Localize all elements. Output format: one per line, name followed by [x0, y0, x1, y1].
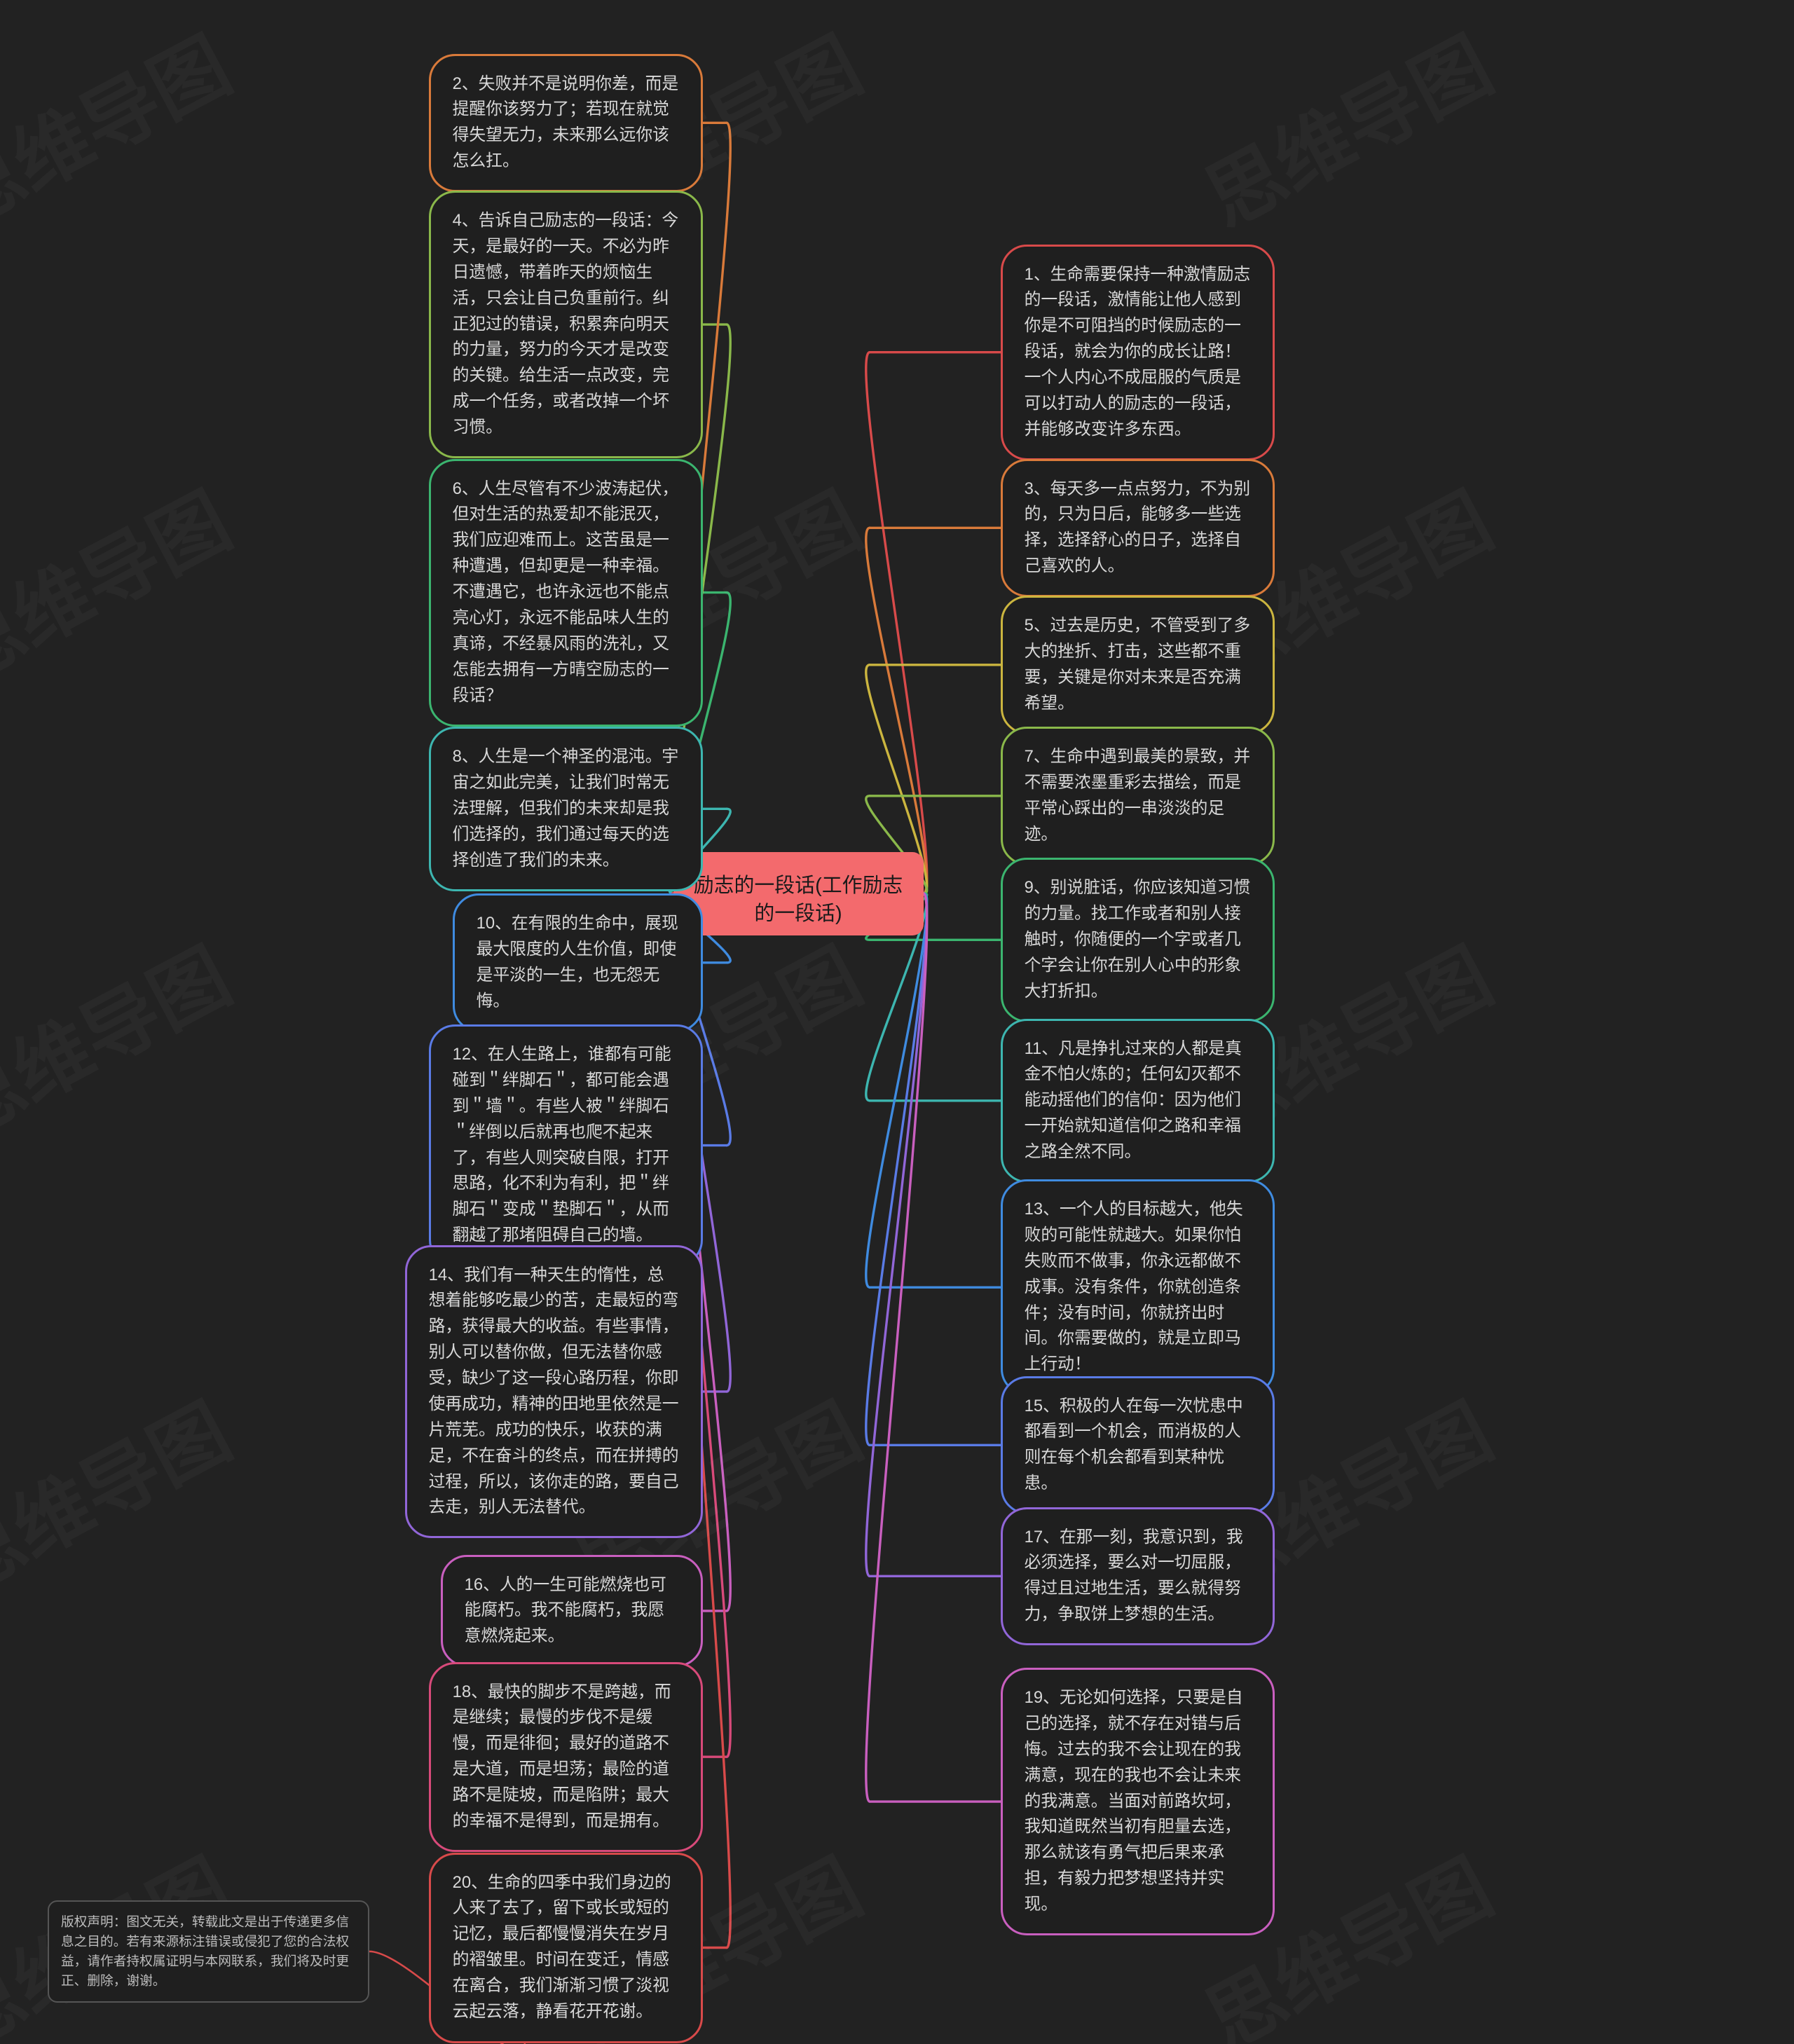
watermark: 思维导图	[0, 1371, 247, 1614]
mindmap-node: 20、生命的四季中我们身边的人来了去了，留下或长或短的记忆，最后都慢慢消失在岁月…	[429, 1853, 703, 2043]
root-node: 励志的一段话(工作励志的一段话)	[673, 852, 924, 935]
mindmap-node: 14、我们有一种天生的惰性，总想着能够吃最少的苦，走最短的弯路，获得最大的收益。…	[405, 1245, 703, 1539]
node-text: 18、最快的脚步不是跨越，而是继续；最慢的步伐不是缓慢，而是徘徊；最好的道路不是…	[453, 1682, 671, 1830]
node-text: 5、过去是历史，不管受到了多大的挫折、打击，这些都不重要，关键是你对未来是否充满…	[1025, 616, 1251, 713]
node-text: 1、生命需要保持一种激情励志的一段话，激情能让他人感到你是不可阻挡的时候励志的一…	[1025, 265, 1251, 439]
copyright-text: 版权声明：图文无关，转载此文是出于传递更多信息之目的。若有来源标注错误或侵犯了您…	[61, 1914, 349, 1988]
node-text: 10、在有限的生命中，展现最大限度的人生价值，即使是平淡的一生，也无怨无悔。	[477, 914, 678, 1010]
mindmap-node: 9、别说脏话，你应该知道习惯的力量。找工作或者和别人接触时，你随便的一个字或者几…	[1001, 858, 1275, 1022]
mindmap-node: 12、在人生路上，谁都有可能碰到＂绊脚石＂，都可能会遇到＂墙＂。有些人被＂绊脚石…	[429, 1024, 703, 1266]
mindmap-node: 13、一个人的目标越大，他失败的可能性就越大。如果你怕失败而不做事，你永远都做不…	[1001, 1179, 1275, 1395]
node-text: 7、生命中遇到最美的景致，并不需要浓墨重彩去描绘，而是平常心踩出的一串淡淡的足迹…	[1025, 747, 1251, 844]
mindmap-node: 15、积极的人在每一次忧患中都看到一个机会，而消极的人则在每个机会都看到某种忧患…	[1001, 1376, 1275, 1515]
connectors-svg	[0, 0, 1794, 2044]
node-text: 2、失败并不是说明你差，而是提醒你该努力了；若现在就觉得失望无力，未来那么远你该…	[453, 74, 679, 171]
mindmap-node: 1、生命需要保持一种激情励志的一段话，激情能让他人感到你是不可阻挡的时候励志的一…	[1001, 245, 1275, 460]
node-text: 15、积极的人在每一次忧患中都看到一个机会，而消极的人则在每个机会都看到某种忧患…	[1025, 1397, 1243, 1493]
node-text: 20、生命的四季中我们身边的人来了去了，留下或长或短的记忆，最后都慢慢消失在岁月…	[453, 1873, 671, 2021]
mindmap-node: 16、人的一生可能燃烧也可能腐朽。我不能腐朽，我愿意燃烧起来。	[441, 1555, 703, 1668]
node-text: 12、在人生路上，谁都有可能碰到＂绊脚石＂，都可能会遇到＂墙＂。有些人被＂绊脚石…	[453, 1045, 671, 1244]
mindmap-node: 18、最快的脚步不是跨越，而是继续；最慢的步伐不是缓慢，而是徘徊；最好的道路不是…	[429, 1662, 703, 1852]
mindmap-node: 11、凡是挣扎过来的人都是真金不怕火炼的；任何幻灭都不能动摇他们的信仰：因为他们…	[1001, 1019, 1275, 1184]
node-text: 4、告诉自己励志的一段话：今天，是最好的一天。不必为昨日遗憾，带着昨天的烦恼生活…	[453, 211, 679, 437]
mindmap-node: 2、失败并不是说明你差，而是提醒你该努力了；若现在就觉得失望无力，未来那么远你该…	[429, 54, 703, 193]
node-text: 8、人生是一个神圣的混沌。宇宙之如此完美，让我们时常无法理解，但我们的未来却是我…	[453, 747, 679, 870]
mindmap-node: 17、在那一刻，我意识到，我必须选择，要么对一切屈服，得过且过地生活，要么就得努…	[1001, 1507, 1275, 1646]
watermark: 思维导图	[0, 915, 247, 1159]
mindmap-node: 10、在有限的生命中，展现最大限度的人生价值，即使是平淡的一生，也无怨无悔。	[453, 893, 703, 1032]
watermark: 思维导图	[1183, 4, 1508, 248]
node-text: 6、人生尽管有不少波涛起伏，但对生活的热爱却不能泯灭，我们应迎难而上。这苦虽是一…	[453, 479, 679, 705]
node-text: 9、别说脏话，你应该知道习惯的力量。找工作或者和别人接触时，你随便的一个字或者几…	[1025, 878, 1251, 1001]
node-text: 14、我们有一种天生的惰性，总想着能够吃最少的苦，走最短的弯路，获得最大的收益。…	[429, 1266, 679, 1517]
watermark: 思维导图	[0, 460, 247, 704]
node-text: 17、在那一刻，我意识到，我必须选择，要么对一切屈服，得过且过地生活，要么就得努…	[1025, 1528, 1243, 1624]
node-text: 16、人的一生可能燃烧也可能腐朽。我不能腐朽，我愿意燃烧起来。	[465, 1575, 666, 1646]
mindmap-node: 4、告诉自己励志的一段话：今天，是最好的一天。不必为昨日遗憾，带着昨天的烦恼生活…	[429, 191, 703, 458]
mindmap-node: 7、生命中遇到最美的景致，并不需要浓墨重彩去描绘，而是平常心踩出的一串淡淡的足迹…	[1001, 727, 1275, 865]
node-text: 19、无论如何选择，只要是自己的选择，就不存在对错与后悔。过去的我不会让现在的我…	[1025, 1688, 1243, 1914]
mindmap-node: 6、人生尽管有不少波涛起伏，但对生活的热爱却不能泯灭，我们应迎难而上。这苦虽是一…	[429, 459, 703, 727]
node-text: 13、一个人的目标越大，他失败的可能性就越大。如果你怕失败而不做事，你永远都做不…	[1025, 1200, 1243, 1373]
watermark: 思维导图	[0, 4, 247, 248]
mindmap-node: 19、无论如何选择，只要是自己的选择，就不存在对错与后悔。过去的我不会让现在的我…	[1001, 1668, 1275, 1935]
mindmap-node: 3、每天多一点点努力，不为别的，只为日后，能够多一些选择，选择舒心的日子，选择自…	[1001, 459, 1275, 598]
node-text: 3、每天多一点点努力，不为别的，只为日后，能够多一些选择，选择舒心的日子，选择自…	[1025, 479, 1251, 576]
mindmap-node: 5、过去是历史，不管受到了多大的挫折、打击，这些都不重要，关键是你对未来是否充满…	[1001, 596, 1275, 734]
node-text: 11、凡是挣扎过来的人都是真金不怕火炼的；任何幻灭都不能动摇他们的信仰：因为他们…	[1025, 1039, 1242, 1162]
mindmap-node: 8、人生是一个神圣的混沌。宇宙之如此完美，让我们时常无法理解，但我们的未来却是我…	[429, 727, 703, 891]
copyright-note: 版权声明：图文无关，转载此文是出于传递更多信息之目的。若有来源标注错误或侵犯了您…	[48, 1900, 369, 2003]
mindmap-canvas: 思维导图思维导图思维导图思维导图思维导图思维导图思维导图思维导图思维导图思维导图…	[0, 0, 1794, 2044]
root-label: 励志的一段话(工作励志的一段话)	[694, 874, 903, 925]
